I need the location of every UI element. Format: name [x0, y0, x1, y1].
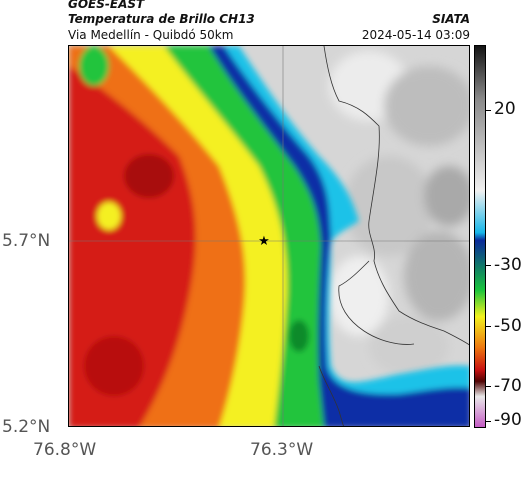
x-tick-label-76-8w: 76.8°W: [33, 440, 97, 460]
admin-boundaries: [318, 46, 469, 426]
clear-sky-texture: [329, 51, 469, 376]
colorbar: [474, 45, 486, 428]
colorbar-label-20: 20: [494, 99, 516, 119]
colorbar-label-minus-30: -30: [494, 255, 522, 275]
colorbar-label-minus-50: -50: [494, 316, 522, 336]
y-tick-label-5-7n: 5.7°N: [2, 231, 51, 251]
subtitle-route: Via Medellín - Quibdó 50km: [68, 28, 234, 42]
colorbar-tick: [486, 110, 491, 111]
cloud-shield: [69, 46, 469, 426]
colorbar-tick: [486, 386, 491, 387]
colorbar-tick: [486, 421, 491, 422]
map-canvas: ★: [69, 46, 469, 426]
colorbar-label-minus-90: -90: [494, 410, 522, 430]
credit-label: SIATA: [432, 12, 470, 26]
colorbar-tick: [486, 265, 491, 266]
title-satellite: GOES-EAST: [68, 0, 145, 11]
satellite-map[interactable]: ★: [68, 45, 470, 427]
timestamp-label: 2024-05-14 03:09: [361, 28, 470, 42]
star-icon: ★: [258, 234, 270, 249]
x-tick-label-76-3w: 76.3°W: [250, 440, 314, 460]
title-product: Temperatura de Brillo CH13: [68, 12, 255, 26]
y-tick-label-5-2n: 5.2°N: [2, 417, 51, 437]
colorbar-label-minus-70: -70: [494, 376, 522, 396]
colorbar-tick: [486, 326, 491, 327]
